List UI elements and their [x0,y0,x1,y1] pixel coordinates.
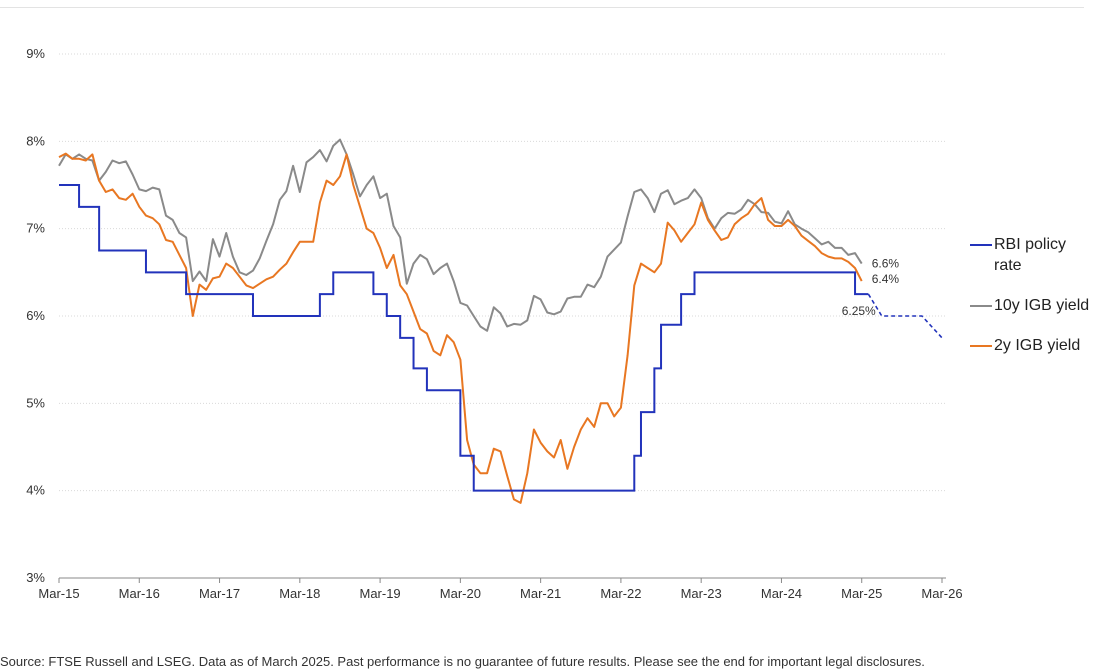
legend-swatch-rbi [970,244,992,246]
series-lines [58,138,943,504]
series-line-rbi-policy-rate [59,184,869,492]
line-chart: Mar-15 Mar-16 Mar-17 Mar-18 Mar-19 Mar-20 Mar-… [26,46,963,601]
x-tick-label: Mar-15 [38,586,79,601]
x-tick-label: Mar-23 [681,586,722,601]
x-tick-label: Mar-21 [520,586,561,601]
y-tick-label: 4% [26,483,45,498]
gridlines [59,53,946,492]
legend-item-10y-igb-yield: 10y IGB yield [970,295,1095,316]
x-tick-label: Mar-19 [359,586,400,601]
legend: RBI policy rate 10y IGB yield 2y IGB yie… [970,234,1095,375]
x-tick-label: Mar-18 [279,586,320,601]
legend-label-2y: 2y IGB yield [994,337,1081,354]
x-tick-label: Mar-26 [921,586,962,601]
x-tick-label: Mar-16 [119,586,160,601]
y-tick-label: 5% [26,395,45,410]
y-tick-label: 7% [26,221,45,236]
top-rule [0,7,1084,8]
legend-swatch-2y [970,345,992,347]
legend-label-rbi: RBI policy rate [994,236,1067,274]
series-line-2y-igb-yield [58,152,863,504]
legend-swatch-10y [970,305,992,307]
y-axis: 3% 4% 5% 6% 7% 8% 9% [26,46,45,585]
y-tick-label: 8% [26,133,45,148]
series-line-10y-igb-yield [58,138,863,332]
end-label-10y: 6.6% [872,257,900,271]
end-labels: 6.6%6.4% 6.25% [842,257,900,318]
legend-label-10y: 10y IGB yield [994,297,1090,314]
y-tick-label: 6% [26,308,45,323]
legend-item-2y-igb-yield: 2y IGB yield [970,335,1095,356]
end-label-2y: 6.4% [872,272,900,286]
source-note: Source: FTSE Russell and LSEG. Data as o… [0,654,925,669]
series-projection-rbi-policy-rate [867,293,943,339]
x-axis: Mar-15 Mar-16 Mar-17 Mar-18 Mar-19 Mar-20 Mar-… [38,577,963,601]
y-tick-label: 9% [26,46,45,61]
x-tick-label: Mar-24 [761,586,802,601]
x-tick-label: Mar-20 [440,586,481,601]
legend-item-rbi-policy-rate: RBI policy rate [970,234,1095,276]
x-tick-label: Mar-25 [841,586,882,601]
end-label-rbi: 6.25% [842,304,876,318]
y-tick-label: 3% [26,570,45,585]
x-tick-label: Mar-17 [199,586,240,601]
x-tick-label: Mar-22 [600,586,641,601]
